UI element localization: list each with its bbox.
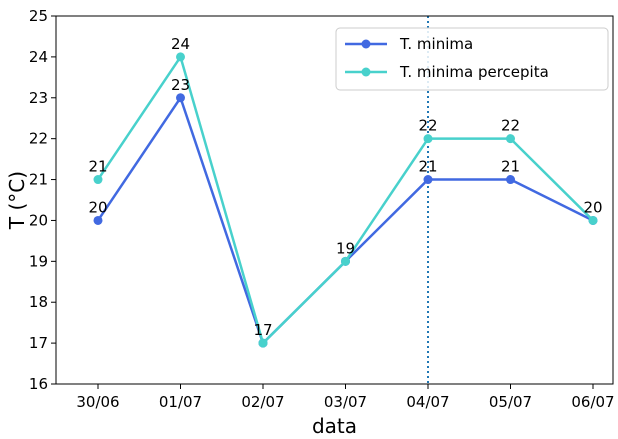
x-tick-label: 02/07 — [241, 393, 284, 411]
x-tick-label: 04/07 — [406, 393, 449, 411]
x-axis-ticks: 30/06 01/07 02/07 03/07 04/07 05/07 06/07 — [76, 384, 615, 411]
data-labels-layer: 20 21 23 24 17 19 21 22 21 22 20 — [88, 35, 602, 339]
data-label-series-1: 20 — [88, 198, 107, 216]
y-tick-label: 24 — [29, 48, 48, 66]
data-label-series-1: 23 — [171, 76, 190, 94]
data-label: 19 — [336, 239, 355, 257]
legend-swatch-marker — [361, 39, 371, 49]
x-tick-label: 01/07 — [159, 393, 202, 411]
data-point — [93, 215, 103, 225]
data-label: 17 — [253, 321, 272, 339]
data-label-series-1: 21 — [418, 158, 437, 176]
plot-frame — [55, 15, 614, 385]
data-label: 20 — [583, 198, 602, 216]
data-point — [176, 52, 185, 62]
y-tick-label: 20 — [29, 211, 48, 229]
legend-swatch-marker — [361, 67, 371, 77]
data-label-series-2: 22 — [501, 117, 520, 135]
series-layer — [93, 52, 598, 348]
data-point — [176, 93, 185, 103]
x-axis-label: data — [312, 414, 357, 438]
x-tick-label: 03/07 — [324, 393, 367, 411]
data-point — [506, 175, 515, 185]
data-point — [588, 215, 598, 225]
data-label-series-2: 21 — [88, 158, 107, 176]
data-point — [423, 175, 433, 185]
y-tick-label: 25 — [29, 7, 48, 25]
data-label-series-1: 21 — [501, 158, 520, 176]
y-axis-label: T (°C) — [5, 171, 29, 230]
legend: T. minima T. minima percepita — [335, 27, 609, 91]
x-tick-label: 06/07 — [571, 393, 614, 411]
legend-box — [335, 27, 609, 91]
y-tick-label: 23 — [29, 89, 48, 107]
y-axis-ticks: 16 17 18 19 20 21 22 23 24 25 — [29, 7, 56, 393]
series-line-2 — [96, 55, 594, 345]
data-label-series-2: 22 — [418, 117, 437, 135]
y-tick-label: 18 — [29, 293, 48, 311]
data-point — [423, 134, 433, 144]
y-tick-label: 22 — [29, 130, 48, 148]
data-point — [341, 256, 350, 266]
x-tick-label: 05/07 — [489, 393, 532, 411]
x-tick-label: 30/06 — [76, 393, 119, 411]
data-label-series-2: 24 — [171, 35, 190, 53]
data-point — [258, 338, 268, 348]
data-point — [506, 134, 515, 144]
data-point — [93, 175, 103, 185]
legend-label: T. minima — [399, 35, 473, 53]
y-tick-label: 17 — [29, 334, 48, 352]
y-tick-label: 21 — [29, 171, 48, 189]
legend-label: T. minima percepita — [399, 63, 549, 81]
y-tick-label: 16 — [29, 375, 48, 393]
y-tick-label: 19 — [29, 252, 48, 270]
